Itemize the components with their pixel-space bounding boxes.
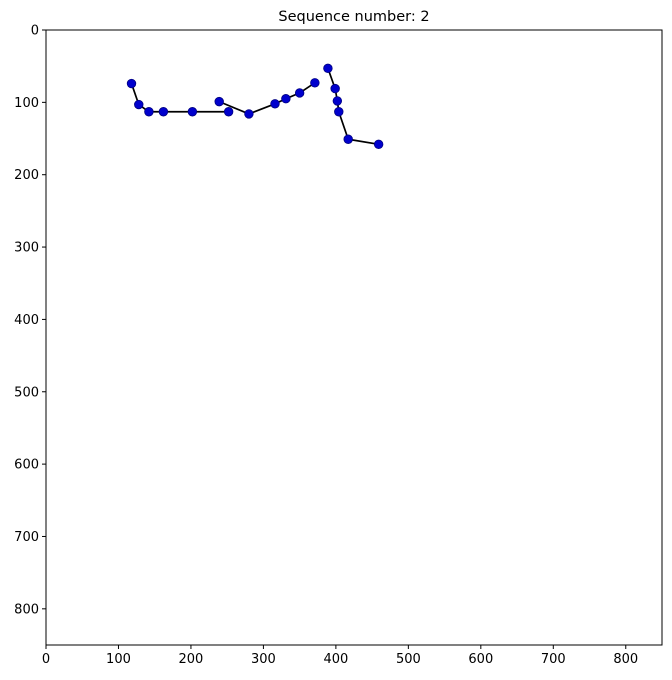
data-point <box>270 99 280 109</box>
data-point <box>187 107 198 117</box>
stroke-line-2 <box>218 82 316 115</box>
stroke-line-1 <box>130 83 229 113</box>
x-tick-label: 300 <box>251 652 276 667</box>
data-point <box>330 83 340 94</box>
x-tick-label: 400 <box>323 652 348 667</box>
stroke-lines <box>130 68 379 146</box>
stroke-line-3 <box>327 68 379 146</box>
x-tick-label: 0 <box>42 652 50 667</box>
x-tick-label: 100 <box>106 652 131 667</box>
y-axis: 0 100 200 300 400 500 600 700 800 <box>14 24 46 617</box>
x-tick-label: 700 <box>541 652 566 667</box>
data-point <box>214 96 224 107</box>
data-point <box>323 63 333 74</box>
y-tick-label: 0 <box>31 24 39 39</box>
data-point <box>144 107 154 117</box>
data-point <box>134 99 144 110</box>
y-tick-label: 800 <box>14 602 39 617</box>
data-point <box>244 109 254 119</box>
y-tick-label: 400 <box>14 313 39 328</box>
data-point <box>332 96 343 106</box>
data-point <box>334 107 344 117</box>
data-point <box>126 78 137 89</box>
data-point <box>223 107 234 117</box>
y-tick-label: 100 <box>14 96 39 111</box>
data-point <box>158 107 169 117</box>
y-tick-label: 500 <box>14 385 39 400</box>
y-tick-label: 300 <box>14 241 39 256</box>
data-point <box>310 78 320 88</box>
data-point <box>294 88 305 98</box>
x-tick-label: 500 <box>396 652 421 667</box>
x-axis: 0 100 200 300 400 500 600 700 800 <box>42 645 638 667</box>
data-point <box>281 94 291 104</box>
plot-frame <box>45 29 663 646</box>
y-tick-label: 700 <box>14 530 39 545</box>
x-tick-label: 600 <box>468 652 493 667</box>
data-point <box>373 139 384 150</box>
y-tick-label: 200 <box>14 168 39 183</box>
stroke-points <box>126 63 384 150</box>
x-tick-label: 200 <box>179 652 204 667</box>
data-point <box>343 134 353 144</box>
x-tick-label: 800 <box>613 652 638 667</box>
chart-title: Sequence number: 2 <box>278 9 429 25</box>
y-tick-label: 600 <box>14 458 39 473</box>
